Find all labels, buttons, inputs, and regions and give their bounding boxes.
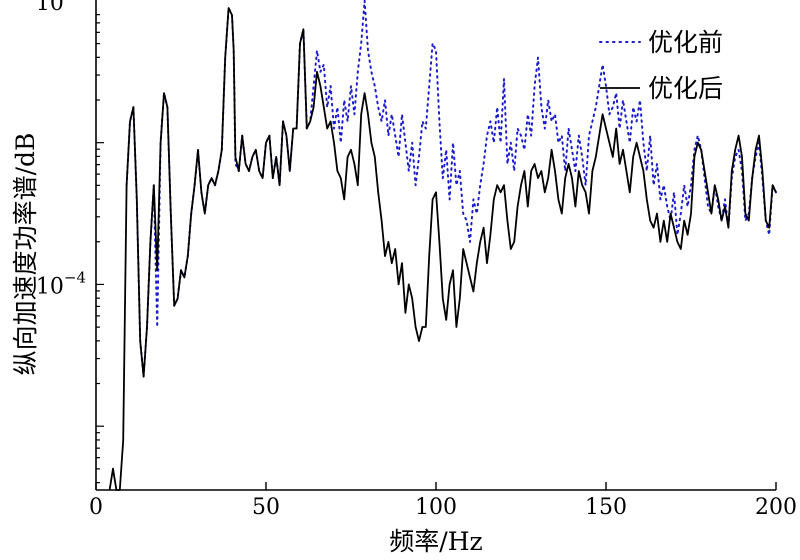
x-axis-title: 频率/Hz [389, 527, 482, 556]
x-tick-label: 150 [585, 495, 627, 520]
x-tick-label: 0 [89, 495, 103, 520]
y-ticks: 10−2 10−4 [36, 0, 104, 484]
series-before-line [125, 0, 777, 378]
axis-titles: 频率/Hz 纵向加速度功率谱/dB [11, 133, 483, 556]
x-ticks: 0 50 100 150 200 [89, 482, 797, 520]
x-tick-label: 50 [252, 495, 280, 520]
legend-label-before: 优化前 [648, 28, 723, 57]
series-after-line [108, 7, 777, 491]
y-tick-label: 10−4 [36, 268, 86, 299]
x-tick-label: 200 [755, 495, 797, 520]
x-tick-label: 100 [415, 495, 457, 520]
legend-label-after: 优化后 [648, 74, 723, 103]
y-tick-label: 10−2 [36, 0, 86, 16]
y-axis-title: 纵向加速度功率谱/dB [11, 133, 40, 376]
series-layer [108, 0, 777, 491]
